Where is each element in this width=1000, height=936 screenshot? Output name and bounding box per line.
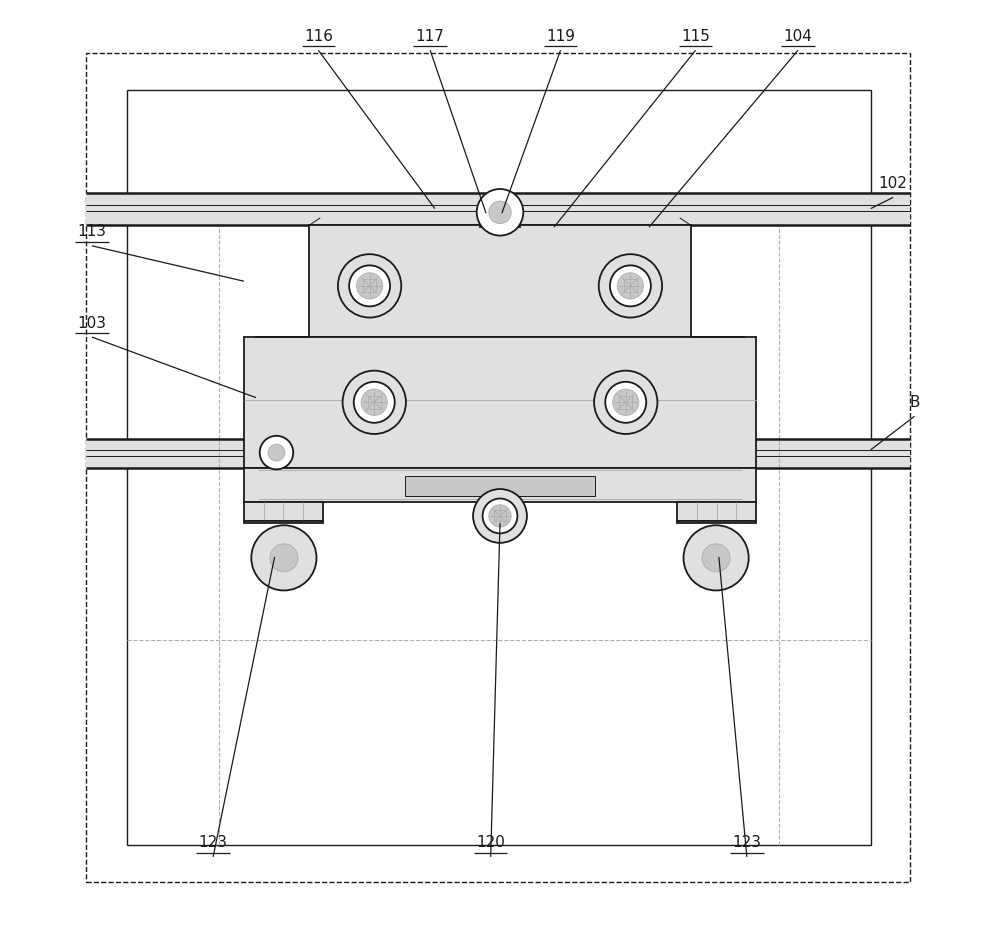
- Text: 102: 102: [879, 176, 908, 191]
- Text: 115: 115: [681, 29, 710, 44]
- Bar: [244, 468, 756, 503]
- Text: 123: 123: [199, 835, 228, 850]
- Circle shape: [683, 526, 749, 591]
- Bar: [309, 227, 691, 338]
- Circle shape: [473, 490, 527, 543]
- Bar: [619, 396, 632, 409]
- Bar: [244, 338, 756, 468]
- Bar: [494, 511, 506, 522]
- Circle shape: [610, 266, 651, 307]
- Circle shape: [361, 389, 387, 416]
- Text: 116: 116: [304, 29, 333, 44]
- Circle shape: [354, 383, 395, 423]
- Circle shape: [702, 545, 730, 572]
- Bar: [244, 503, 323, 521]
- Circle shape: [477, 190, 523, 236]
- Circle shape: [489, 505, 511, 528]
- Bar: [624, 280, 637, 293]
- Circle shape: [349, 266, 390, 307]
- Bar: [480, 208, 520, 228]
- Bar: [244, 521, 323, 524]
- Bar: [86, 439, 910, 468]
- Bar: [86, 54, 910, 882]
- Circle shape: [599, 255, 662, 318]
- Circle shape: [338, 255, 401, 318]
- Circle shape: [251, 526, 317, 591]
- Circle shape: [357, 273, 383, 300]
- Text: 119: 119: [546, 29, 575, 44]
- Circle shape: [483, 499, 517, 534]
- Text: 113: 113: [78, 224, 107, 239]
- Bar: [405, 476, 595, 497]
- Bar: [368, 396, 381, 409]
- Bar: [677, 521, 756, 524]
- Circle shape: [613, 389, 639, 416]
- Text: 117: 117: [416, 29, 445, 44]
- Bar: [363, 280, 376, 293]
- Text: 104: 104: [784, 29, 812, 44]
- Circle shape: [260, 436, 293, 470]
- Text: B: B: [909, 394, 920, 409]
- Circle shape: [343, 372, 406, 434]
- Circle shape: [268, 445, 285, 461]
- Bar: [127, 91, 871, 845]
- Circle shape: [605, 383, 646, 423]
- Circle shape: [617, 273, 643, 300]
- Circle shape: [489, 202, 511, 225]
- Text: 120: 120: [476, 835, 505, 850]
- Circle shape: [594, 372, 657, 434]
- Bar: [86, 194, 910, 227]
- Text: 123: 123: [732, 835, 761, 850]
- Bar: [677, 503, 756, 521]
- Circle shape: [270, 545, 298, 572]
- Text: 103: 103: [78, 315, 107, 330]
